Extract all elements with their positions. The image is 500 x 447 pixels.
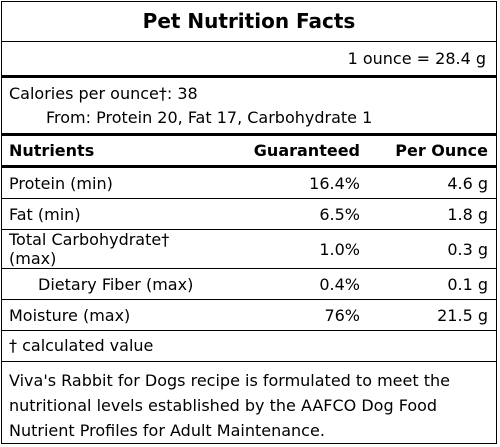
nutrient-name: Total Carbohydrate† (max) [2,229,210,269]
calories-section: Calories per ounce†: 38 From: Protein 20… [2,78,496,136]
nutrient-per-ounce: 0.1 g [368,268,496,300]
table-row: Total Carbohydrate† (max) 1.0% 0.3 g [2,229,496,269]
nutrient-per-ounce: 0.3 g [368,229,496,269]
nutrient-guaranteed: 1.0% [210,229,368,269]
calories-per-ounce: Calories per ounce†: 38 [9,84,198,103]
table-row: Moisture (max) 76% 21.5 g [2,299,496,331]
nutrient-guaranteed: 0.4% [210,268,368,300]
table-header-row: Nutrients Guaranteed Per Ounce [2,136,496,168]
header-nutrients: Nutrients [2,136,210,168]
nutrient-name: Dietary Fiber (max) [2,268,210,300]
table-row: Protein (min) 16.4% 4.6 g [2,166,496,199]
panel-title: Pet Nutrition Facts [2,2,496,42]
nutrient-guaranteed: 16.4% [210,166,368,199]
table-row: Dietary Fiber (max) 0.4% 0.1 g [2,268,496,300]
nutrient-guaranteed: 6.5% [210,198,368,230]
nutrient-name: Fat (min) [2,198,210,230]
nutrient-per-ounce: 21.5 g [368,299,496,331]
header-guaranteed: Guaranteed [210,136,368,168]
nutrient-name: Protein (min) [2,166,210,199]
nutrient-per-ounce: 1.8 g [368,198,496,230]
calories-breakdown: From: Protein 20, Fat 17, Carbohydrate 1 [46,108,373,127]
nutrients-table: Nutrients Guaranteed Per Ounce Protein (… [2,136,496,331]
footnote: † calculated value [2,331,496,362]
nutrient-guaranteed: 76% [210,299,368,331]
formulation-statement: Viva's Rabbit for Dogs recipe is formula… [9,371,450,440]
table-row: Fat (min) 6.5% 1.8 g [2,198,496,230]
nutrient-per-ounce: 4.6 g [368,166,496,199]
nutrient-name: Moisture (max) [2,299,210,331]
header-per-ounce: Per Ounce [368,136,496,168]
serving-size: 1 ounce = 28.4 g [2,42,496,78]
